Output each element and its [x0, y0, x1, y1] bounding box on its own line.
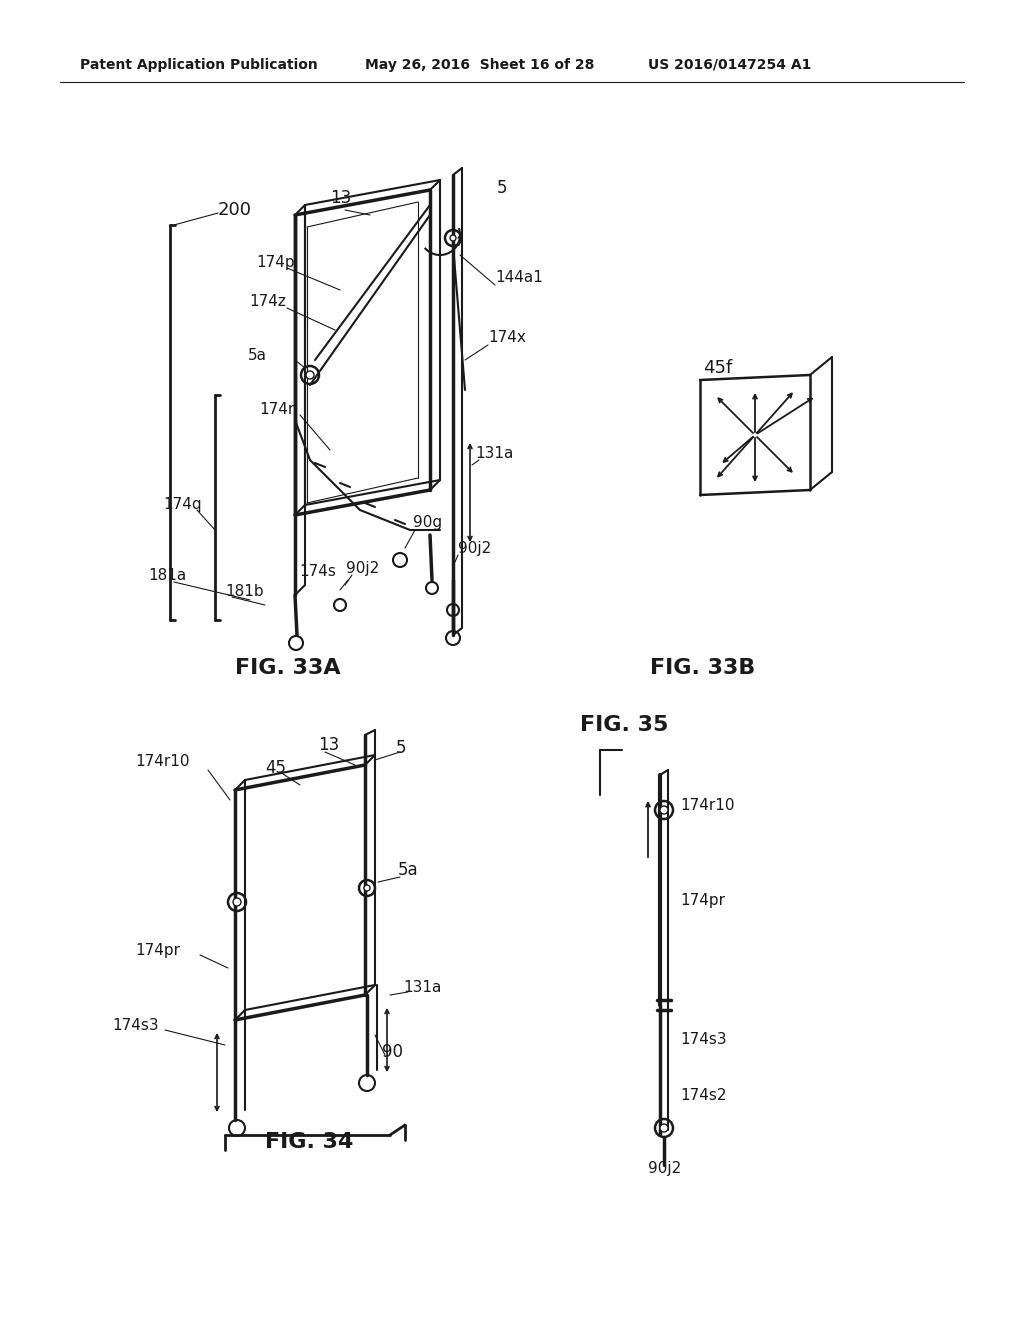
Text: 181a: 181a	[148, 568, 186, 582]
Text: 174r10: 174r10	[135, 755, 189, 770]
Text: US 2016/0147254 A1: US 2016/0147254 A1	[648, 58, 811, 73]
Text: 174q: 174q	[163, 498, 202, 512]
Text: 131a: 131a	[403, 981, 441, 995]
Circle shape	[233, 898, 241, 906]
Text: 13: 13	[330, 189, 351, 207]
Text: FIG. 34: FIG. 34	[265, 1133, 353, 1152]
Text: 45f: 45f	[703, 359, 732, 378]
Text: 144a1: 144a1	[495, 271, 543, 285]
Text: 174pr: 174pr	[680, 892, 725, 908]
Circle shape	[364, 884, 370, 891]
Text: 200: 200	[218, 201, 252, 219]
Text: 90g: 90g	[413, 515, 442, 529]
Text: May 26, 2016  Sheet 16 of 28: May 26, 2016 Sheet 16 of 28	[365, 58, 594, 73]
Circle shape	[660, 807, 668, 814]
Text: 13: 13	[318, 737, 339, 754]
Text: 181b: 181b	[225, 585, 263, 599]
Text: 45: 45	[265, 759, 286, 777]
Text: 5: 5	[497, 180, 508, 197]
Text: 174pr: 174pr	[135, 942, 180, 957]
Text: 5a: 5a	[248, 347, 267, 363]
Text: 174x: 174x	[488, 330, 526, 346]
Text: 90j2: 90j2	[458, 540, 492, 556]
Circle shape	[450, 235, 456, 242]
Circle shape	[306, 371, 314, 379]
Text: 90j2: 90j2	[648, 1160, 681, 1176]
Text: 90: 90	[382, 1043, 403, 1061]
Text: 5: 5	[396, 739, 407, 756]
Text: 174r10: 174r10	[680, 797, 734, 813]
Text: Patent Application Publication: Patent Application Publication	[80, 58, 317, 73]
Text: 174z: 174z	[249, 294, 286, 309]
Text: 174r: 174r	[259, 403, 294, 417]
Text: 90j2: 90j2	[346, 561, 379, 576]
Text: 174p: 174p	[256, 256, 295, 271]
Text: 174s3: 174s3	[112, 1018, 159, 1032]
Text: FIG. 35: FIG. 35	[580, 715, 669, 735]
Text: 131a: 131a	[475, 446, 513, 461]
Text: 174s2: 174s2	[680, 1088, 726, 1102]
Text: 174s: 174s	[299, 565, 336, 579]
Text: FIG. 33A: FIG. 33A	[234, 657, 341, 678]
Text: 5a: 5a	[398, 861, 419, 879]
Text: FIG. 33B: FIG. 33B	[650, 657, 756, 678]
Circle shape	[660, 1125, 668, 1133]
Text: 174s3: 174s3	[680, 1032, 727, 1048]
